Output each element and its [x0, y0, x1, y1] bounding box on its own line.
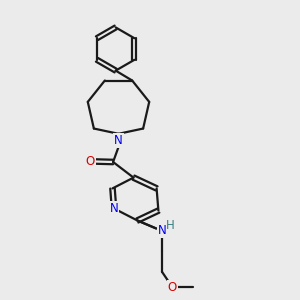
Text: O: O: [168, 281, 177, 294]
Text: N: N: [158, 224, 166, 238]
Text: H: H: [166, 219, 175, 232]
Text: N: N: [110, 202, 118, 215]
Text: N: N: [114, 134, 123, 147]
Text: O: O: [85, 155, 94, 168]
